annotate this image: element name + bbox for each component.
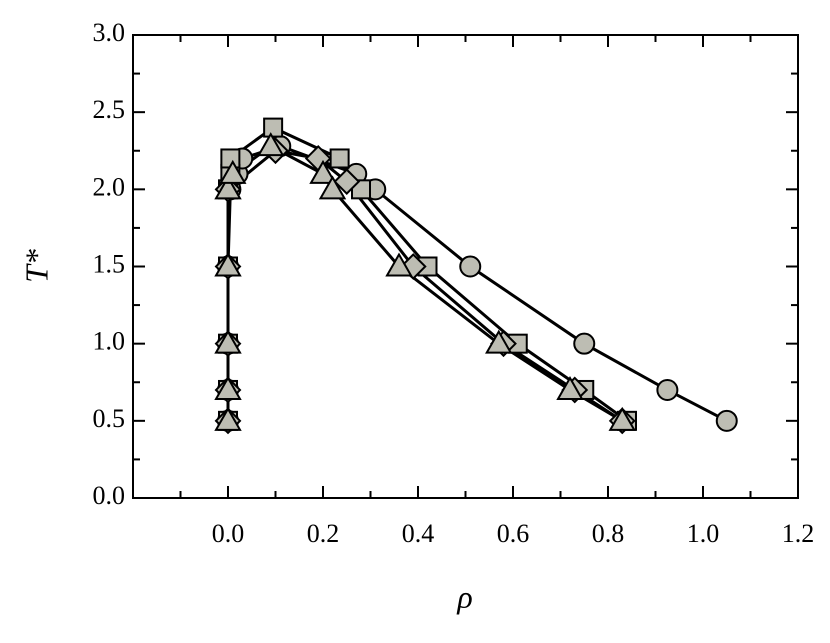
x-axis-title: ρ <box>456 578 472 614</box>
point <box>385 252 413 277</box>
point <box>318 175 347 200</box>
x-tick-label: 1.2 <box>782 519 815 548</box>
point <box>333 168 361 196</box>
point <box>608 406 636 431</box>
x-tick-label: 1.0 <box>687 519 720 548</box>
x-tick-label: 0.0 <box>212 519 245 548</box>
y-tick-label: 2.0 <box>93 172 126 201</box>
x-tick-label: 0.2 <box>307 519 340 548</box>
y-axis-title: T* <box>18 249 54 283</box>
point <box>214 252 242 277</box>
point <box>573 332 596 355</box>
point <box>715 409 738 432</box>
point <box>214 375 242 400</box>
series-line <box>226 144 624 423</box>
y-tick-label: 1.0 <box>93 327 126 356</box>
point <box>263 117 284 138</box>
point <box>329 148 350 169</box>
point <box>485 329 513 354</box>
point <box>214 406 242 431</box>
x-tick-label: 0.6 <box>497 519 530 548</box>
point <box>309 159 337 184</box>
series-line <box>226 144 728 423</box>
y-tick-label: 2.5 <box>93 95 126 124</box>
y-tick-label: 3.0 <box>93 18 126 47</box>
point <box>656 378 679 401</box>
point <box>214 175 242 200</box>
point <box>556 375 584 400</box>
x-tick-label: 0.8 <box>592 519 625 548</box>
y-tick-label: 0.0 <box>93 481 126 510</box>
y-tick-label: 1.5 <box>93 249 126 278</box>
y-tick-label: 0.5 <box>93 404 126 433</box>
x-tick-label: 0.4 <box>402 519 435 548</box>
point <box>257 132 285 157</box>
point <box>214 329 242 354</box>
point <box>459 255 482 278</box>
point <box>219 159 247 184</box>
